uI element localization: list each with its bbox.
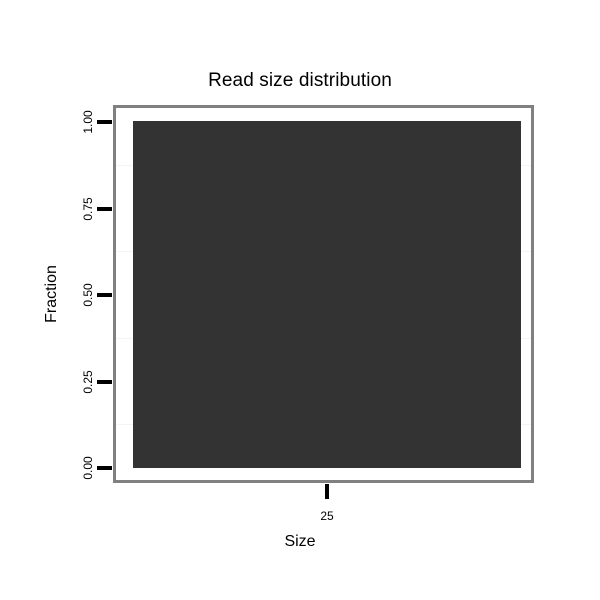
plot-area [116,108,531,480]
x-tick-label-25: 25 [320,509,334,523]
y-tick-text: 0.50 [81,283,95,307]
y-tick-mark-0.75 [97,207,112,211]
y-tick-mark-0.25 [97,380,112,384]
y-axis-label: Fraction [43,265,60,323]
y-tick-text: 0.75 [81,197,95,221]
y-tick-mark-1.00 [97,120,112,124]
bar-25 [133,121,521,468]
y-tick-mark-0.50 [97,293,112,297]
y-tick-text: 0.00 [81,456,95,480]
y-tick-text: 0.25 [81,370,95,394]
x-axis-label: Size [284,533,316,550]
x-tick-mark-25 [325,484,329,499]
chart-title: Read size distribution [208,70,392,91]
y-tick-mark-0.00 [97,466,112,470]
y-tick-text: 1.00 [81,110,95,134]
plot-panel [113,105,534,483]
bars-container [133,121,521,468]
